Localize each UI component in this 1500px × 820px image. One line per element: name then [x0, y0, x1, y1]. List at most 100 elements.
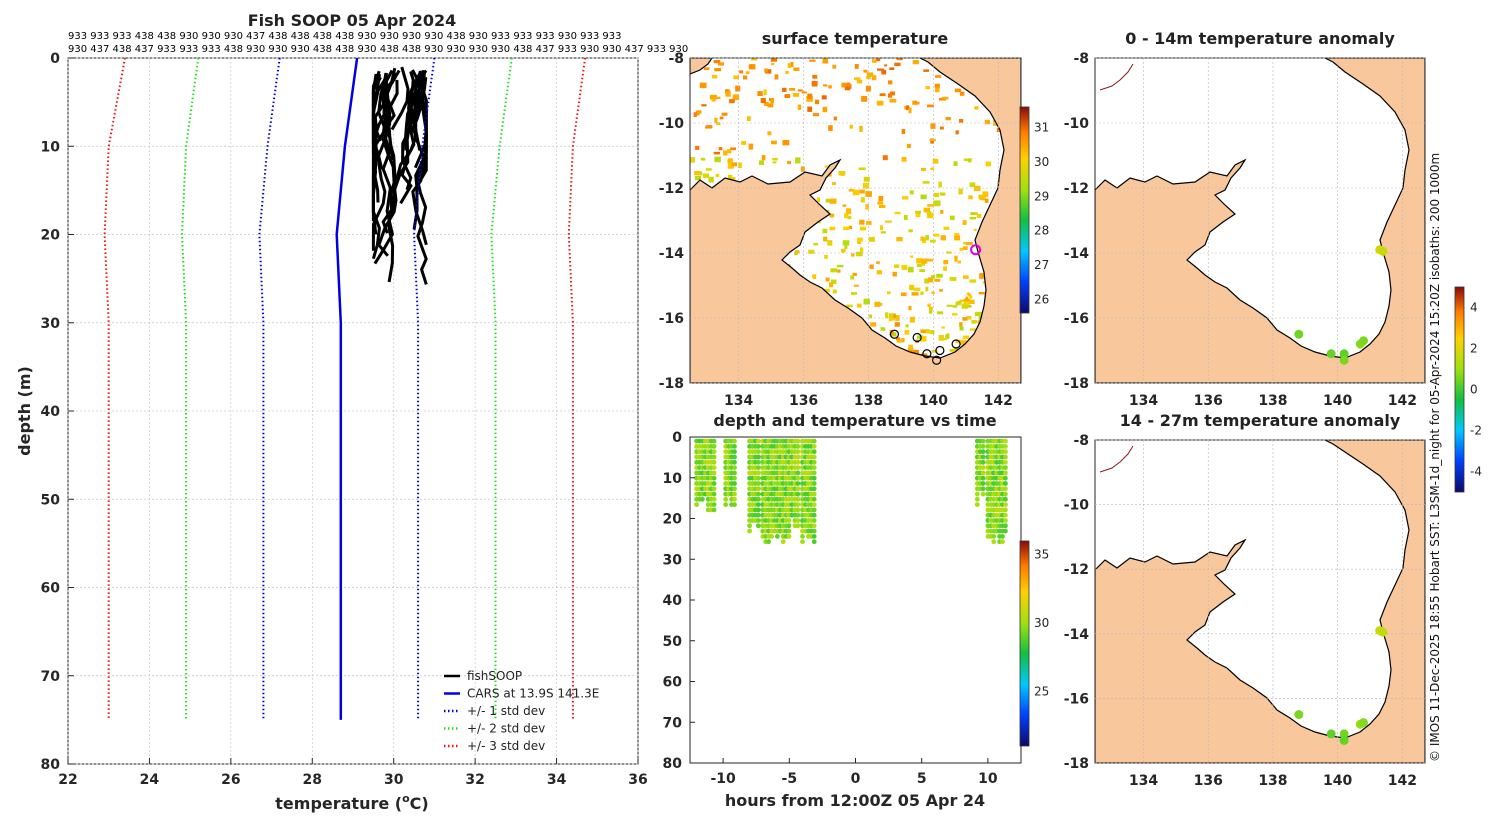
td-colorbar-label: 35 — [1034, 548, 1049, 562]
sst-pixel — [822, 58, 829, 64]
sst-pixel — [727, 158, 733, 164]
profile-chart: 22 24 26 28 30 32 34 36 0 10 20 30 40 50 60 70 80 temper… — [15, 51, 648, 813]
sst-pixel — [703, 67, 710, 70]
anomaly-deep-title: 14 - 27m temperature anomaly — [1120, 411, 1401, 430]
td-sample-point — [811, 491, 817, 497]
sst-pixel — [953, 347, 958, 352]
sst-pixel — [735, 85, 741, 92]
sst-colorbar-label: 27 — [1034, 258, 1049, 272]
td-xtick-label: -10 — [710, 771, 736, 787]
sst-pixel — [828, 125, 833, 131]
sst-pixel — [982, 191, 989, 198]
sst-pixel — [714, 156, 721, 163]
sst-pixel — [855, 251, 863, 257]
sst-pixel — [937, 311, 944, 315]
td-sample-point — [795, 444, 801, 449]
profile-xtick-label: 22 — [58, 772, 77, 788]
td-sample-point — [800, 539, 805, 545]
sst-pixel — [888, 80, 893, 85]
sst-pixel — [795, 157, 801, 164]
sst-pixel — [832, 289, 837, 294]
sst-pixel — [996, 128, 1001, 133]
td-sample-point — [694, 502, 699, 507]
sst-pixel — [934, 278, 941, 282]
td-sample-point — [711, 481, 717, 486]
td-sample-point — [723, 496, 729, 502]
sst-pixel — [850, 275, 855, 280]
sst-pixel — [876, 100, 884, 106]
sst-pixel — [929, 307, 933, 311]
sst-pixel — [923, 69, 929, 72]
legend-label: +/- 2 std dev — [467, 722, 545, 736]
map-xtick-label: 142 — [984, 393, 1013, 409]
sst-pixel — [920, 329, 927, 334]
anomaly-colorbar-label: 2 — [1470, 342, 1478, 356]
td-sample-point — [1003, 475, 1008, 481]
sst-pixel — [863, 182, 870, 189]
sst-pixel — [935, 87, 940, 93]
sst-pixel — [901, 129, 906, 134]
sst-pixel — [888, 313, 894, 318]
sst-obs-marker — [935, 345, 945, 356]
sst-pixel — [964, 301, 970, 305]
map-xtick-label: 134 — [724, 393, 753, 409]
sst-pixel — [952, 305, 958, 308]
sst-pixel — [938, 335, 944, 341]
profile-series-7 — [567, 58, 587, 720]
td-sample-point — [795, 449, 801, 455]
sst-pixel — [812, 74, 818, 79]
sst-pixel — [932, 158, 939, 164]
map-xtick-label: 140 — [919, 393, 948, 409]
sst-colorbar-label: 30 — [1034, 155, 1049, 169]
fishsoop-profile-line — [410, 77, 428, 133]
td-sample-point — [811, 507, 817, 513]
anomaly-point — [1294, 329, 1304, 339]
sst-pixel — [968, 195, 973, 200]
td-sample-point — [755, 470, 761, 476]
profile-ytick-label: 80 — [41, 757, 61, 773]
sst-pixel — [701, 104, 707, 107]
profile-xtick-label: 30 — [384, 772, 404, 788]
sst-pixel — [721, 112, 728, 116]
sst-pixel — [896, 340, 903, 343]
sst-pixel — [718, 147, 723, 151]
sst-pixel — [852, 189, 860, 196]
sst-colorbar-label: 28 — [1034, 224, 1049, 238]
td-sample-point — [1000, 534, 1005, 539]
sst-pixel — [912, 60, 919, 65]
sst-pixel — [741, 141, 746, 145]
profile-xtick-label: 26 — [221, 772, 240, 788]
td-sample-point — [766, 539, 771, 545]
sst-pixel — [822, 228, 828, 234]
td-sample-point — [980, 465, 986, 470]
sst-pixel — [945, 334, 949, 339]
sst-pixel — [764, 68, 768, 73]
sst-pixel — [731, 162, 738, 167]
sst-pixel — [933, 193, 940, 198]
sst-pixel — [876, 261, 880, 264]
sst-pixel — [851, 292, 857, 295]
td-sample-point — [980, 475, 986, 481]
sst-pixel — [859, 226, 866, 231]
map-xtick-label: 134 — [1129, 773, 1158, 789]
sst-pixel — [954, 235, 961, 241]
td-sample-point — [1003, 491, 1008, 497]
td-sample-point — [780, 539, 786, 545]
sst-pixel — [797, 104, 802, 111]
sst-pixel — [807, 106, 813, 112]
td-sample-point — [811, 539, 817, 545]
sst-pixel — [941, 326, 945, 329]
sst-pixel — [846, 304, 853, 308]
sst-pixel — [872, 59, 877, 63]
td-sample-point — [980, 438, 986, 444]
td-sample-point — [795, 438, 801, 444]
sst-pixel — [915, 211, 921, 218]
td-sample-point — [755, 475, 761, 481]
map-ytick-label: -12 — [1064, 562, 1089, 578]
sst-pixel — [784, 94, 791, 98]
td-sample-point — [811, 528, 817, 534]
map-ytick-label: -14 — [659, 246, 685, 262]
td-sample-point — [980, 481, 986, 486]
sst-pixel — [878, 195, 884, 202]
td-sample-point — [1003, 470, 1008, 476]
